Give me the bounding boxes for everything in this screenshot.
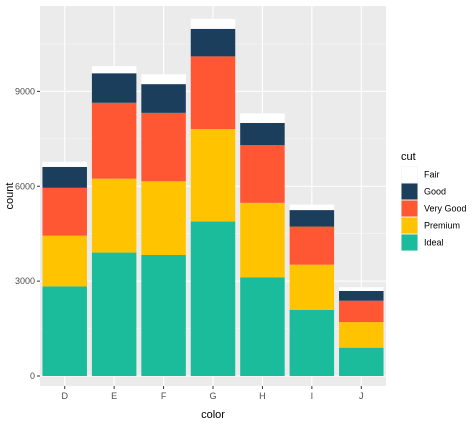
legend: cut Fair Good Very Good Premium Ideal	[401, 151, 467, 251]
x-tick-label: E	[111, 391, 117, 401]
bars	[42, 18, 384, 376]
y-tick-label: 9000	[15, 86, 35, 96]
bar-D-ideal	[42, 286, 87, 376]
legend-label: Fair	[424, 170, 440, 180]
legend-swatch	[401, 166, 418, 183]
legend-label: Premium	[424, 221, 460, 231]
y-axis-title: count	[4, 183, 16, 210]
legend-label: Very Good	[424, 204, 467, 214]
bar-J-ideal	[339, 347, 384, 376]
bar-D-fair	[42, 161, 87, 167]
bar-D-premium	[42, 235, 87, 287]
bar-E-very-good	[91, 102, 137, 179]
bar-G-fair	[190, 18, 236, 29]
legend-swatch	[401, 183, 418, 200]
legend-label: Good	[424, 187, 446, 197]
y-tick-label: 6000	[15, 181, 35, 191]
bar-E-ideal	[91, 252, 137, 376]
bar-G-very-good	[190, 56, 236, 130]
bar-I-very-good	[289, 226, 335, 265]
bar-J-premium	[339, 322, 384, 348]
legend-label: Ideal	[424, 238, 444, 248]
bar-F-very-good	[141, 112, 186, 182]
bar-E-premium	[91, 178, 137, 253]
bar-D-good	[42, 166, 87, 188]
x-tick-label: G	[209, 391, 216, 401]
bar-H-ideal	[240, 277, 285, 376]
bar-E-good	[91, 73, 137, 103]
bar-F-premium	[141, 181, 186, 256]
bar-H-good	[240, 122, 285, 146]
y-tick-label: 0	[30, 371, 35, 381]
bar-H-very-good	[240, 145, 285, 203]
bar-G-ideal	[190, 221, 236, 376]
bar-I-fair	[289, 204, 335, 211]
legend-swatch	[401, 234, 418, 251]
bar-I-premium	[289, 264, 335, 310]
y-axis: 0 3000 6000 9000	[15, 86, 40, 381]
x-tick-label: I	[311, 391, 314, 401]
x-axis: D E F G H I J	[61, 386, 364, 401]
x-tick-label: F	[161, 391, 167, 401]
bar-I-ideal	[289, 309, 335, 376]
x-tick-label: H	[259, 391, 266, 401]
x-tick-label: J	[359, 391, 364, 401]
y-tick-label: 3000	[15, 276, 35, 286]
x-axis-title: color	[201, 409, 225, 421]
bar-D-very-good	[42, 187, 87, 236]
legend-title: cut	[401, 151, 416, 163]
bar-G-good	[190, 28, 236, 57]
bar-J-very-good	[339, 300, 384, 323]
bar-F-good	[141, 84, 186, 113]
bar-H-fair	[240, 113, 285, 123]
bar-F-ideal	[141, 255, 186, 376]
bar-F-fair	[141, 74, 186, 85]
legend-swatch	[401, 217, 418, 234]
bar-G-premium	[190, 129, 236, 222]
bar-J-fair	[339, 287, 384, 291]
bar-J-good	[339, 290, 384, 301]
x-tick-label: D	[61, 391, 68, 401]
legend-swatch	[401, 200, 418, 217]
bar-I-good	[289, 210, 335, 227]
bar-H-premium	[240, 202, 285, 278]
bar-E-fair	[91, 66, 137, 74]
